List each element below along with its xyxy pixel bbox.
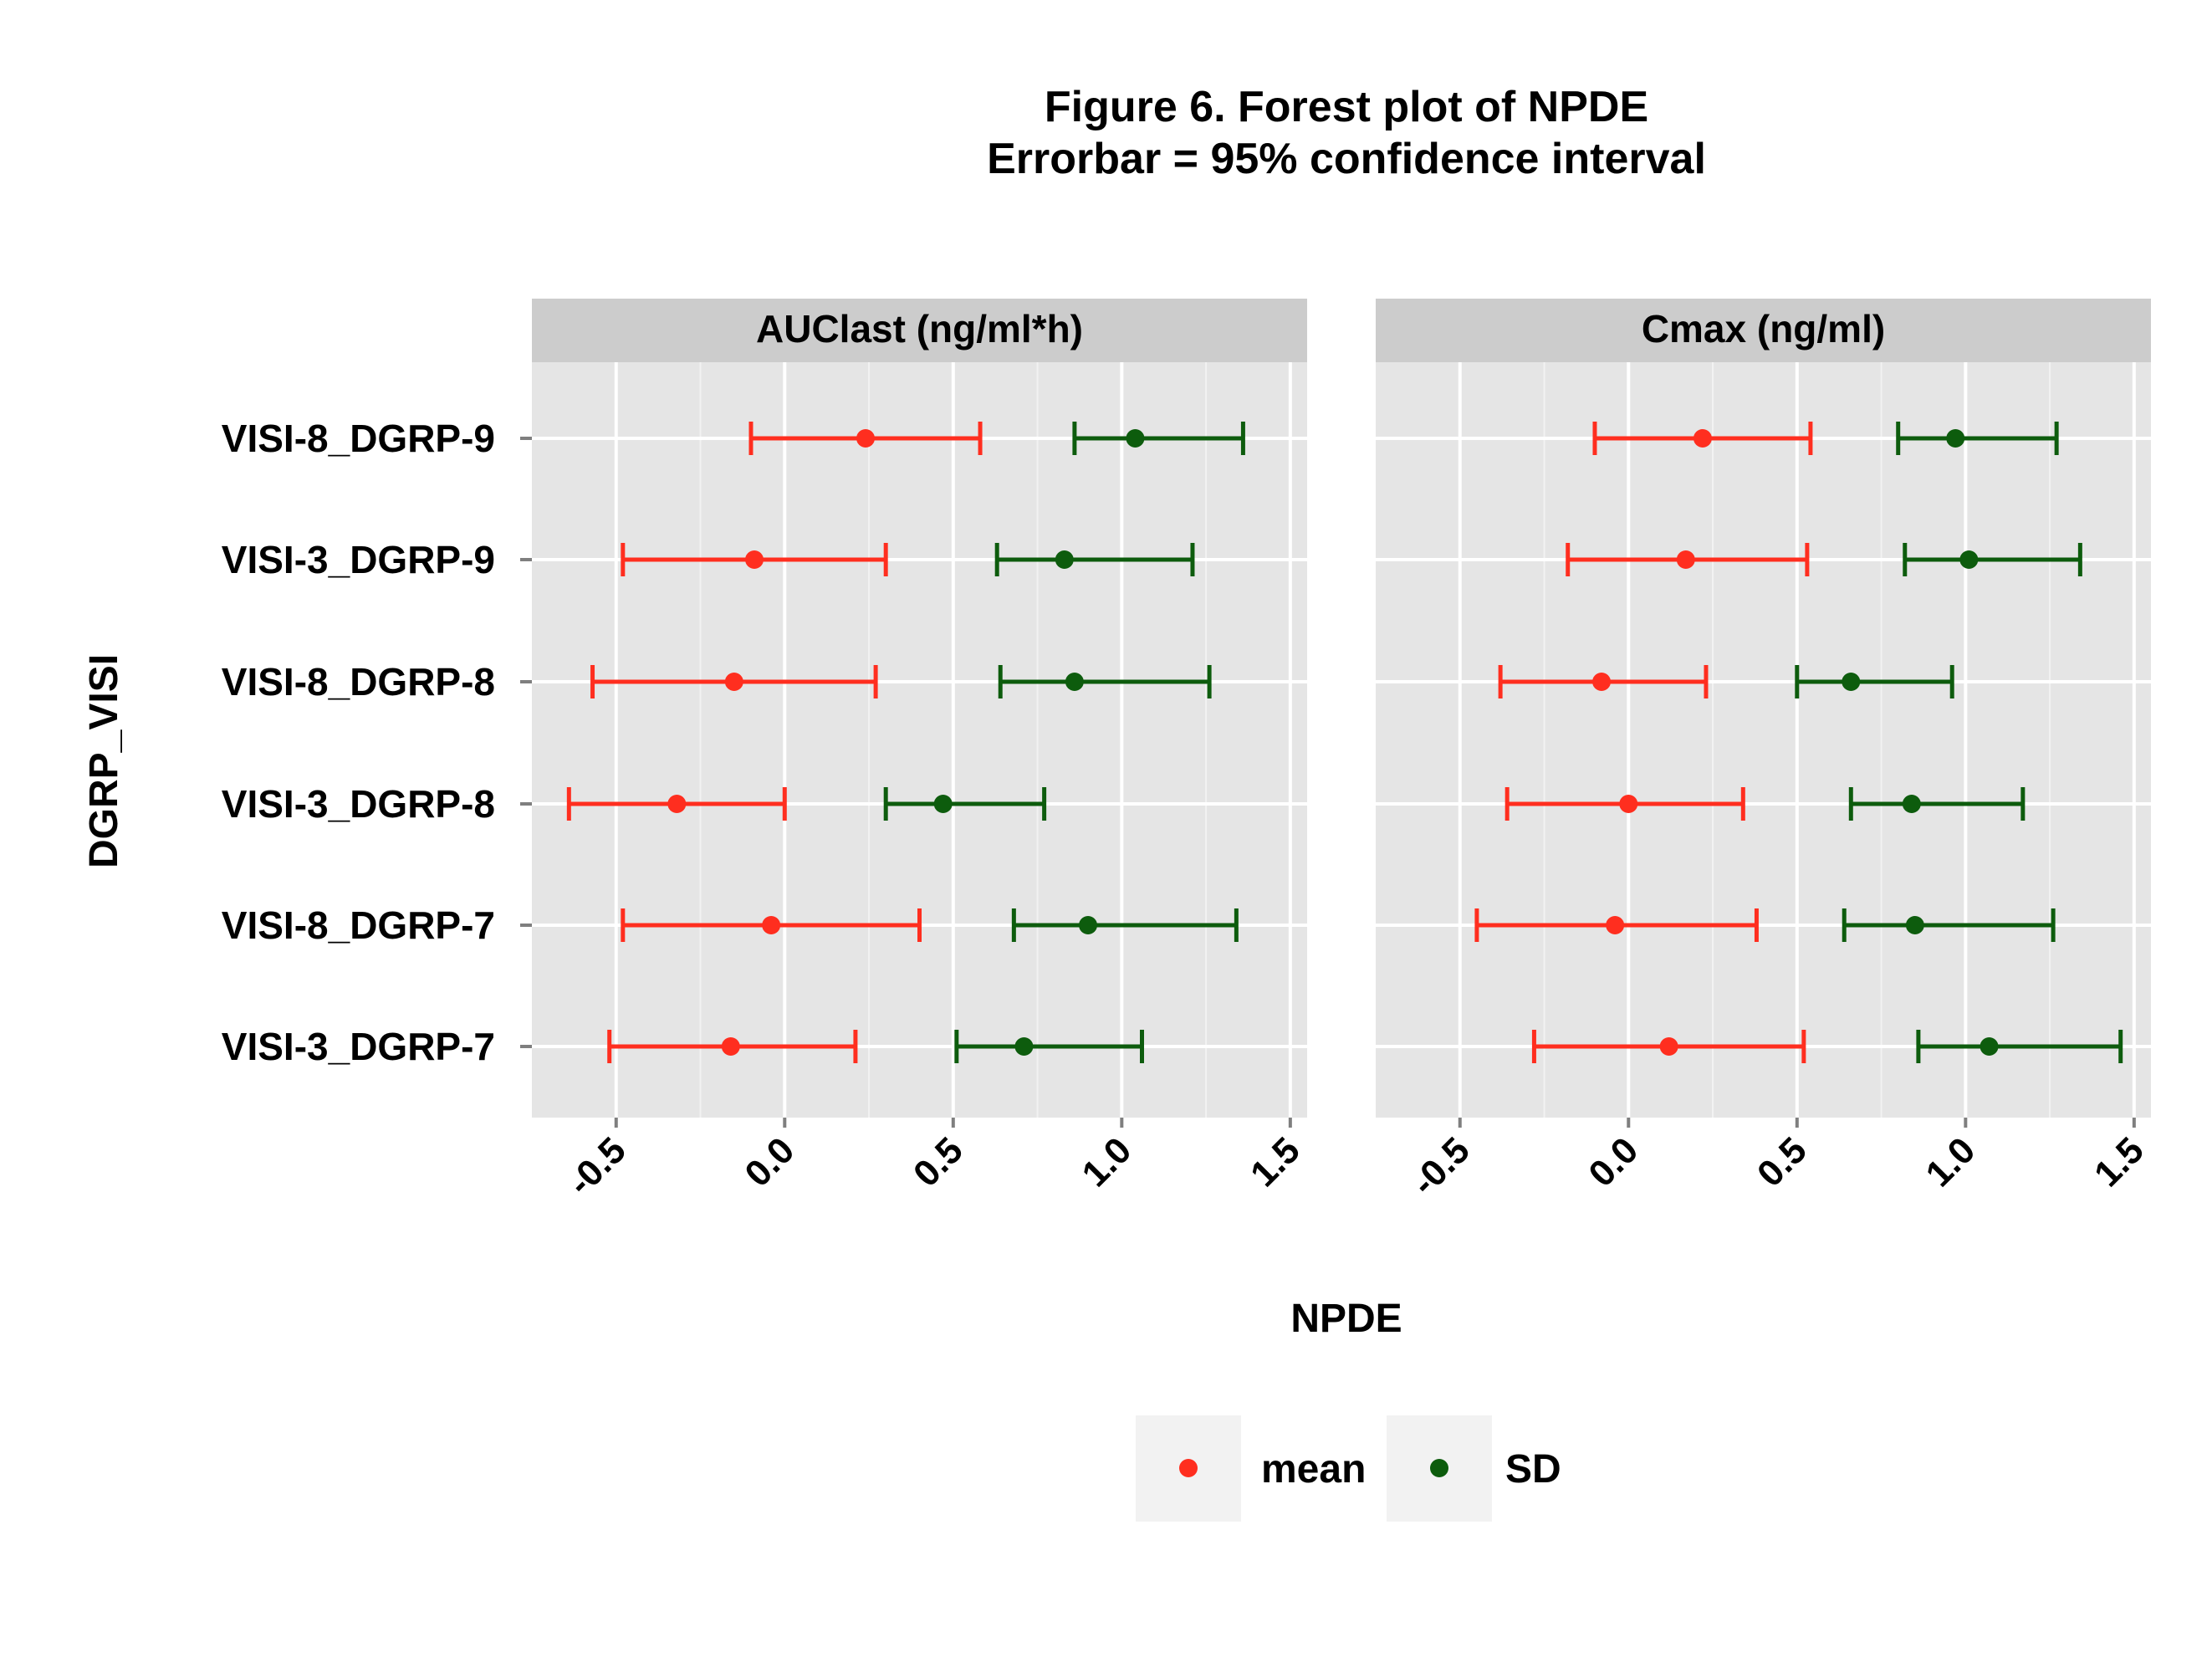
y-tick-label: VISI-3_DGRP-8: [222, 782, 495, 826]
errorbar-SD: [1011, 908, 1239, 942]
errorbar-mean: [621, 908, 922, 942]
point-SD: [1014, 1037, 1034, 1056]
errorbar-mean: [1531, 1030, 1806, 1063]
legend-item-mean: mean: [1136, 1415, 1366, 1522]
point-mean: [1592, 673, 1612, 691]
errorbar-mean: [1498, 665, 1709, 698]
errorbar-SD: [1842, 908, 2056, 942]
chart-subtitle: Errorbar = 95% confidence interval: [987, 135, 1706, 183]
errorbar-mean: [1474, 908, 1759, 942]
point-mean: [1659, 1037, 1678, 1056]
y-tick-label: VISI-8_DGRP-8: [222, 660, 495, 704]
errorbar-SD: [1903, 543, 2082, 576]
panel-1: Cmax (ng/ml)-0.5 0.0 0.5 1.0 1.5: [1376, 299, 2152, 1204]
point-SD: [933, 795, 953, 813]
errorbar-mean: [607, 1030, 858, 1063]
y-tick-label: VISI-8_DGRP-7: [222, 903, 495, 947]
point-SD: [1065, 673, 1084, 691]
errorbar-SD: [998, 665, 1212, 698]
errorbar-mean: [590, 665, 878, 698]
point-mean: [762, 916, 781, 934]
point-mean: [724, 673, 743, 691]
panel-strip: [532, 299, 1307, 362]
errorbar-mean: [748, 422, 983, 455]
panel-plot-area: [1376, 362, 2151, 1118]
point-mean: [667, 795, 687, 813]
point-mean: [1606, 916, 1625, 934]
point-SD: [1079, 916, 1098, 934]
point-SD: [1905, 916, 1924, 934]
errorbar-SD: [1795, 665, 1954, 698]
point-SD: [1980, 1037, 1999, 1056]
y-tick-labels: VISI-8_DGRP-9 VISI-3_DGRP-9 VISI-8_DGRP-8 V…: [222, 417, 532, 1068]
errorbar-mean: [566, 787, 787, 821]
panel-0: AUClast (ng/ml*h)-0.5 0.0 0.5 1.0 1.5: [532, 299, 1308, 1204]
point-mean: [856, 429, 876, 448]
errorbar-SD: [1896, 422, 2059, 455]
y-axis-label: DGRP_VISI: [82, 654, 126, 868]
point-mean: [745, 550, 764, 569]
errorbar-mean: [1504, 787, 1745, 821]
legend-key-point: [1179, 1459, 1198, 1477]
errorbar-SD: [994, 543, 1195, 576]
point-SD: [1842, 673, 1861, 691]
errorbar-SD: [1916, 1030, 2123, 1063]
errorbar-SD: [1848, 787, 2026, 821]
errorbar-mean: [1566, 543, 1810, 576]
errorbar-SD: [954, 1030, 1145, 1063]
point-SD: [1946, 429, 1965, 448]
y-tick-label: VISI-3_DGRP-9: [222, 538, 495, 581]
point-mean: [1676, 550, 1695, 569]
legend: mean SD: [1136, 1415, 1561, 1522]
panel-strip-title: Cmax (ng/ml): [1642, 307, 1885, 351]
legend-item-SD: SD: [1387, 1415, 1561, 1522]
panel-plot-area: [532, 362, 1307, 1118]
point-mean: [721, 1037, 740, 1056]
point-SD: [1902, 795, 1921, 813]
x-axis-label: NPDE: [1290, 1297, 1402, 1341]
y-tick-label: VISI-3_DGRP-7: [222, 1025, 495, 1068]
y-tick-label: VISI-8_DGRP-9: [222, 417, 495, 460]
legend-key-point: [1430, 1459, 1448, 1477]
panel-strip: [1376, 299, 2151, 362]
point-SD: [1126, 429, 1145, 448]
errorbar-SD: [883, 787, 1047, 821]
point-SD: [1055, 550, 1074, 569]
point-mean: [1693, 429, 1712, 448]
point-mean: [1619, 795, 1638, 813]
errorbar-mean: [621, 543, 888, 576]
point-SD: [1959, 550, 1979, 569]
panel-strip-title: AUClast (ng/ml*h): [756, 307, 1083, 351]
legend-label: SD: [1505, 1447, 1561, 1492]
legend-label: mean: [1261, 1447, 1366, 1492]
errorbar-SD: [1072, 422, 1245, 455]
chart-title: Figure 6. Forest plot of NPDE: [1045, 83, 1648, 131]
errorbar-mean: [1592, 422, 1813, 455]
